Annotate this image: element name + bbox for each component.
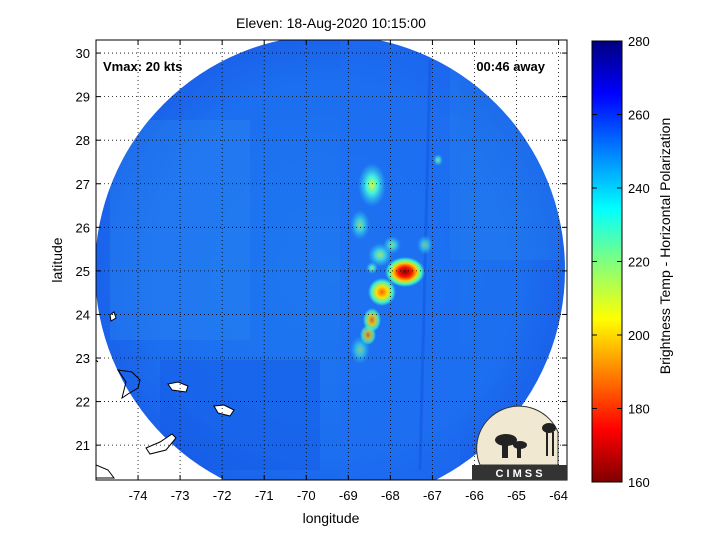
y-tick-label: 29 [76,90,90,105]
x-tick-label: -65 [507,488,526,503]
x-tick-label: -67 [423,488,442,503]
x-tick-label: -73 [171,488,190,503]
x-tick-label: -64 [549,488,568,503]
y-tick-label: 21 [76,438,90,453]
cimss-logo-text: C I M S S [495,468,542,480]
x-axis-label: longitude [303,510,360,526]
x-tick-label: -70 [297,488,316,503]
x-tick-label: -71 [255,488,274,503]
colorbar-tick-label: 180 [628,402,650,417]
y-tick-label: 30 [76,46,90,61]
x-tick-label: -72 [213,488,232,503]
y-tick-label: 24 [76,307,90,322]
colorbar-tick-label: 280 [628,34,650,49]
time-away-annotation: 00:46 away [476,59,545,74]
colorbar-tick-label: 220 [628,255,650,270]
colorbar-label: Brightness Temp - Horizontal Polarizatio… [657,118,673,375]
axes-frame [95,39,568,481]
colorbar-ticks: 160 180 200 220 240 260 280 [592,34,650,490]
colorbar-tick-label: 200 [628,328,650,343]
y-tick-label: 26 [76,220,90,235]
cimss-logo: C I M S S [472,405,567,480]
y-tick-labels: 21 22 23 24 25 26 27 28 29 30 [76,46,90,453]
y-tick-label: 22 [76,395,90,410]
y-tick-label: 28 [76,133,90,148]
y-tick-label: 25 [76,264,90,279]
colorbar-tick-label: 240 [628,181,650,196]
coastlines [96,311,235,479]
swath-disk [96,40,565,480]
colorbar: 160 180 200 220 240 260 280 Brightness Temp - … [591,34,673,490]
x-tick-label: -74 [129,488,148,503]
vmax-annotation: Vmax: 20 kts [103,59,183,74]
colorbar-tick-label: 260 [628,108,650,123]
x-tick-label: -66 [465,488,484,503]
y-tick-label: 27 [76,177,90,192]
colorbar-tick-label: 160 [628,475,650,490]
x-tick-label: -68 [381,488,400,503]
x-tick-labels: -74 -73 -72 -71 -70 -69 -68 -67 -66 -65 -64 [129,488,568,503]
x-tick-label: -69 [339,488,358,503]
y-tick-label: 23 [76,351,90,366]
chart-title: Eleven: 18-Aug-2020 10:15:00 [236,15,426,31]
convection-features [350,154,443,364]
y-axis-label: latitude [49,237,65,282]
plot-area [96,40,567,480]
